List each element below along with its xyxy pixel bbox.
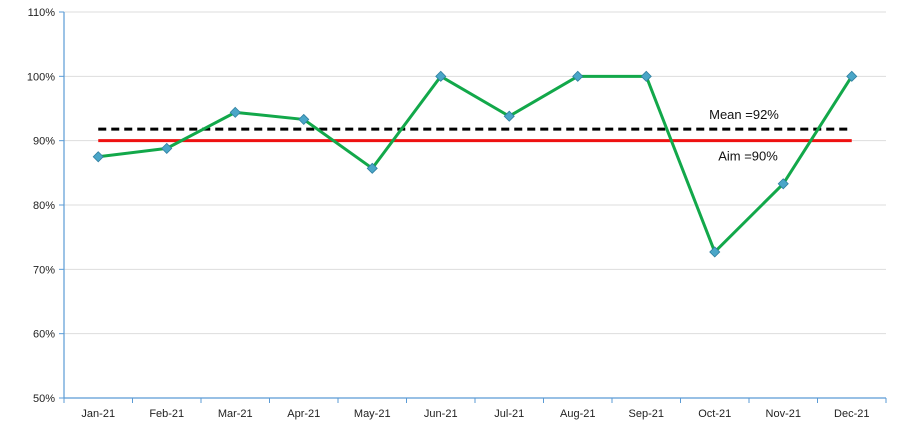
series-line <box>98 74 854 254</box>
x-tick-label: Nov-21 <box>766 408 801 420</box>
data-point <box>298 113 310 126</box>
x-tick-label: Sep-21 <box>629 408 664 420</box>
data-point <box>709 246 721 258</box>
y-tick-label: 50% <box>33 393 55 405</box>
x-tick-label: Apr-21 <box>287 408 320 420</box>
data-point <box>572 70 584 82</box>
data-point <box>503 110 515 122</box>
series <box>92 70 858 258</box>
mean-annotation: Mean =92% <box>709 107 779 122</box>
gridlines <box>64 11 886 335</box>
x-tick-label: Oct-21 <box>698 408 731 420</box>
x-tick-label: Aug-21 <box>560 408 595 420</box>
y-tick-label: 60% <box>33 329 55 341</box>
y-tick-label: 100% <box>27 71 55 83</box>
y-tick-label: 70% <box>33 264 55 276</box>
y-tick-label: 110% <box>28 7 56 19</box>
x-tick-label: Jan-21 <box>81 408 115 420</box>
data-point <box>846 70 858 82</box>
x-tick-label: Mar-21 <box>218 408 253 420</box>
x-tick-label: Dec-21 <box>834 408 869 420</box>
tick-labels: 50% 60% 70% 80% 90% 100% 110% Jan-21 Feb-21 Mar-2… <box>27 7 870 420</box>
data-point <box>92 151 104 163</box>
data-point <box>640 70 652 82</box>
x-tick-label: Jul-21 <box>494 408 524 420</box>
reference-lines <box>98 127 852 143</box>
data-point <box>366 162 378 174</box>
aim-annotation: Aim =90% <box>718 149 778 164</box>
x-tick-label: Feb-21 <box>149 408 184 420</box>
data-point <box>229 106 241 118</box>
data-point <box>435 70 447 82</box>
y-tick-label: 90% <box>33 136 55 148</box>
data-point <box>161 142 173 154</box>
y-tick-label: 80% <box>33 200 55 212</box>
x-tick-label: May-21 <box>354 408 391 420</box>
data-point <box>777 178 789 190</box>
x-tick-label: Jun-21 <box>424 408 458 420</box>
axes <box>59 11 887 403</box>
